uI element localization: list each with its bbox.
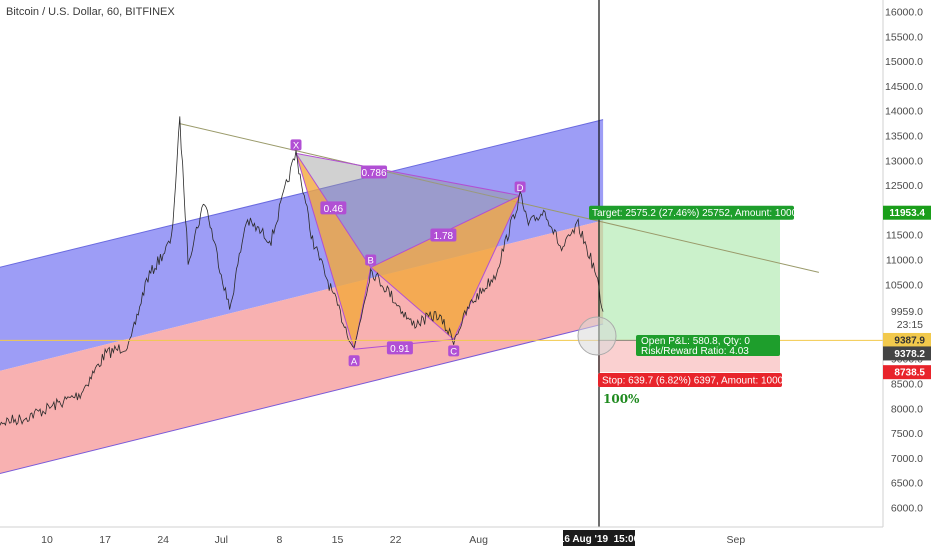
target-label: Target: 2575.2 (27.46%) 25752, Amount: 1… [592, 208, 798, 219]
pattern-xbd [296, 153, 521, 268]
pattern-point-label: X [293, 141, 300, 152]
y-tick-label: 14000.0 [885, 106, 923, 118]
pattern-point-x [290, 139, 302, 151]
price-badge-label: 9387.9 [894, 335, 925, 346]
price-badge-label: 9378.2 [894, 349, 925, 360]
x-tick-label: Aug [469, 534, 488, 546]
ratio-label: 1.78 [434, 231, 454, 242]
stop-label: Stop: 639.7 (6.82%) 6397, Amount: 1000 [602, 376, 784, 387]
x-tick-label: Jul [215, 534, 228, 546]
percent-label: 100% [603, 392, 640, 406]
y-tick-label: 11000.0 [886, 255, 923, 267]
price-badge [883, 205, 931, 220]
pl-box [636, 335, 780, 356]
y-tick-label: 11500.0 [886, 230, 923, 242]
stop-box [598, 373, 782, 387]
pattern-point-label: C [450, 347, 457, 358]
target-zone [598, 212, 780, 341]
y-tick-label: 6500.0 [891, 478, 923, 490]
x-tick-label: Sep [727, 534, 746, 546]
position-zones [598, 212, 780, 373]
crosshair-marker [577, 316, 617, 356]
harmonic-pattern: X A B C D 0.786 0.46 1.78 0.91 [179, 123, 820, 368]
time-label: 23:15 [897, 319, 923, 331]
rr-label: Risk/Reward Ratio: 4.03 [641, 346, 749, 357]
x-tick-label: 10 [41, 534, 53, 546]
target-box [589, 205, 794, 220]
y-tick-label: 10500.0 [885, 279, 923, 291]
ratio-badge [386, 341, 413, 355]
ratio-badge [320, 201, 347, 215]
ratio-label: 0.46 [324, 204, 344, 215]
pattern-leg [453, 195, 521, 340]
y-tick-label: 14500.0 [885, 81, 923, 93]
price-badge-label: 8738.5 [894, 368, 925, 379]
y-tick-label: 7500.0 [891, 428, 923, 440]
price-badge [883, 332, 931, 347]
channel-lower-line [0, 323, 604, 475]
pattern-point-label: D [517, 183, 524, 194]
overlays: Target: 2575.2 (27.46%) 25752, Amount: 1… [0, 0, 883, 527]
y-tick-label: 6000.0 [891, 503, 923, 515]
y-tick-label: 15500.0 [885, 31, 923, 43]
ratio-badge [361, 165, 388, 179]
ratio-label: 0.786 [362, 168, 387, 179]
pattern-xab [296, 153, 371, 350]
channel-upper-line [0, 119, 604, 268]
price-badge [883, 365, 931, 380]
y-tick-label: 7000.0 [891, 453, 923, 465]
ratio-label: 0.91 [390, 344, 410, 355]
price-badge [883, 346, 931, 361]
pl-label: Open P&L: 580.8, Qty: 0 [641, 336, 750, 347]
price-badge-label: 11953.4 [889, 208, 925, 219]
pattern-bcd [370, 195, 521, 340]
y-tick-label: 16000.0 [885, 7, 923, 19]
pattern-point-d [514, 181, 526, 193]
y-tick-label: 15000.0 [885, 56, 923, 68]
trendline [179, 123, 820, 273]
x-tick-label: 17 [99, 534, 111, 546]
x-tick-label: 24 [157, 534, 169, 546]
x-tick-label: 8 [276, 534, 282, 546]
price-series [0, 116, 604, 426]
y-tick-label: 12500.0 [885, 180, 923, 192]
pattern-leg [370, 267, 455, 340]
ratio-badge [430, 228, 457, 242]
y-tick-label: 13000.0 [885, 155, 923, 167]
pattern-point-label: B [368, 256, 374, 267]
pattern-point-label: A [351, 357, 358, 368]
pattern-leg [295, 153, 355, 350]
y-tick-label: 8000.0 [891, 403, 923, 415]
x-tick-label: 22 [390, 534, 402, 546]
chart-title: Bitcoin / U.S. Dollar, 60, BITFINEX [6, 6, 175, 18]
pattern-point-a [348, 355, 360, 367]
x-tick-label: 15 [332, 534, 344, 546]
y-tick-label: 13500.0 [885, 131, 923, 143]
pattern-point-b [365, 254, 377, 266]
pattern-point-c [448, 345, 460, 357]
crosshair-date-box [563, 530, 635, 546]
y-tick-label: 8500.0 [891, 379, 923, 391]
pattern-leg [295, 152, 521, 197]
price-line [0, 116, 604, 426]
crosshair-date-label: 16 Aug '19 15:00 [559, 534, 640, 545]
y-tick-label: 9959.0 [891, 306, 923, 318]
